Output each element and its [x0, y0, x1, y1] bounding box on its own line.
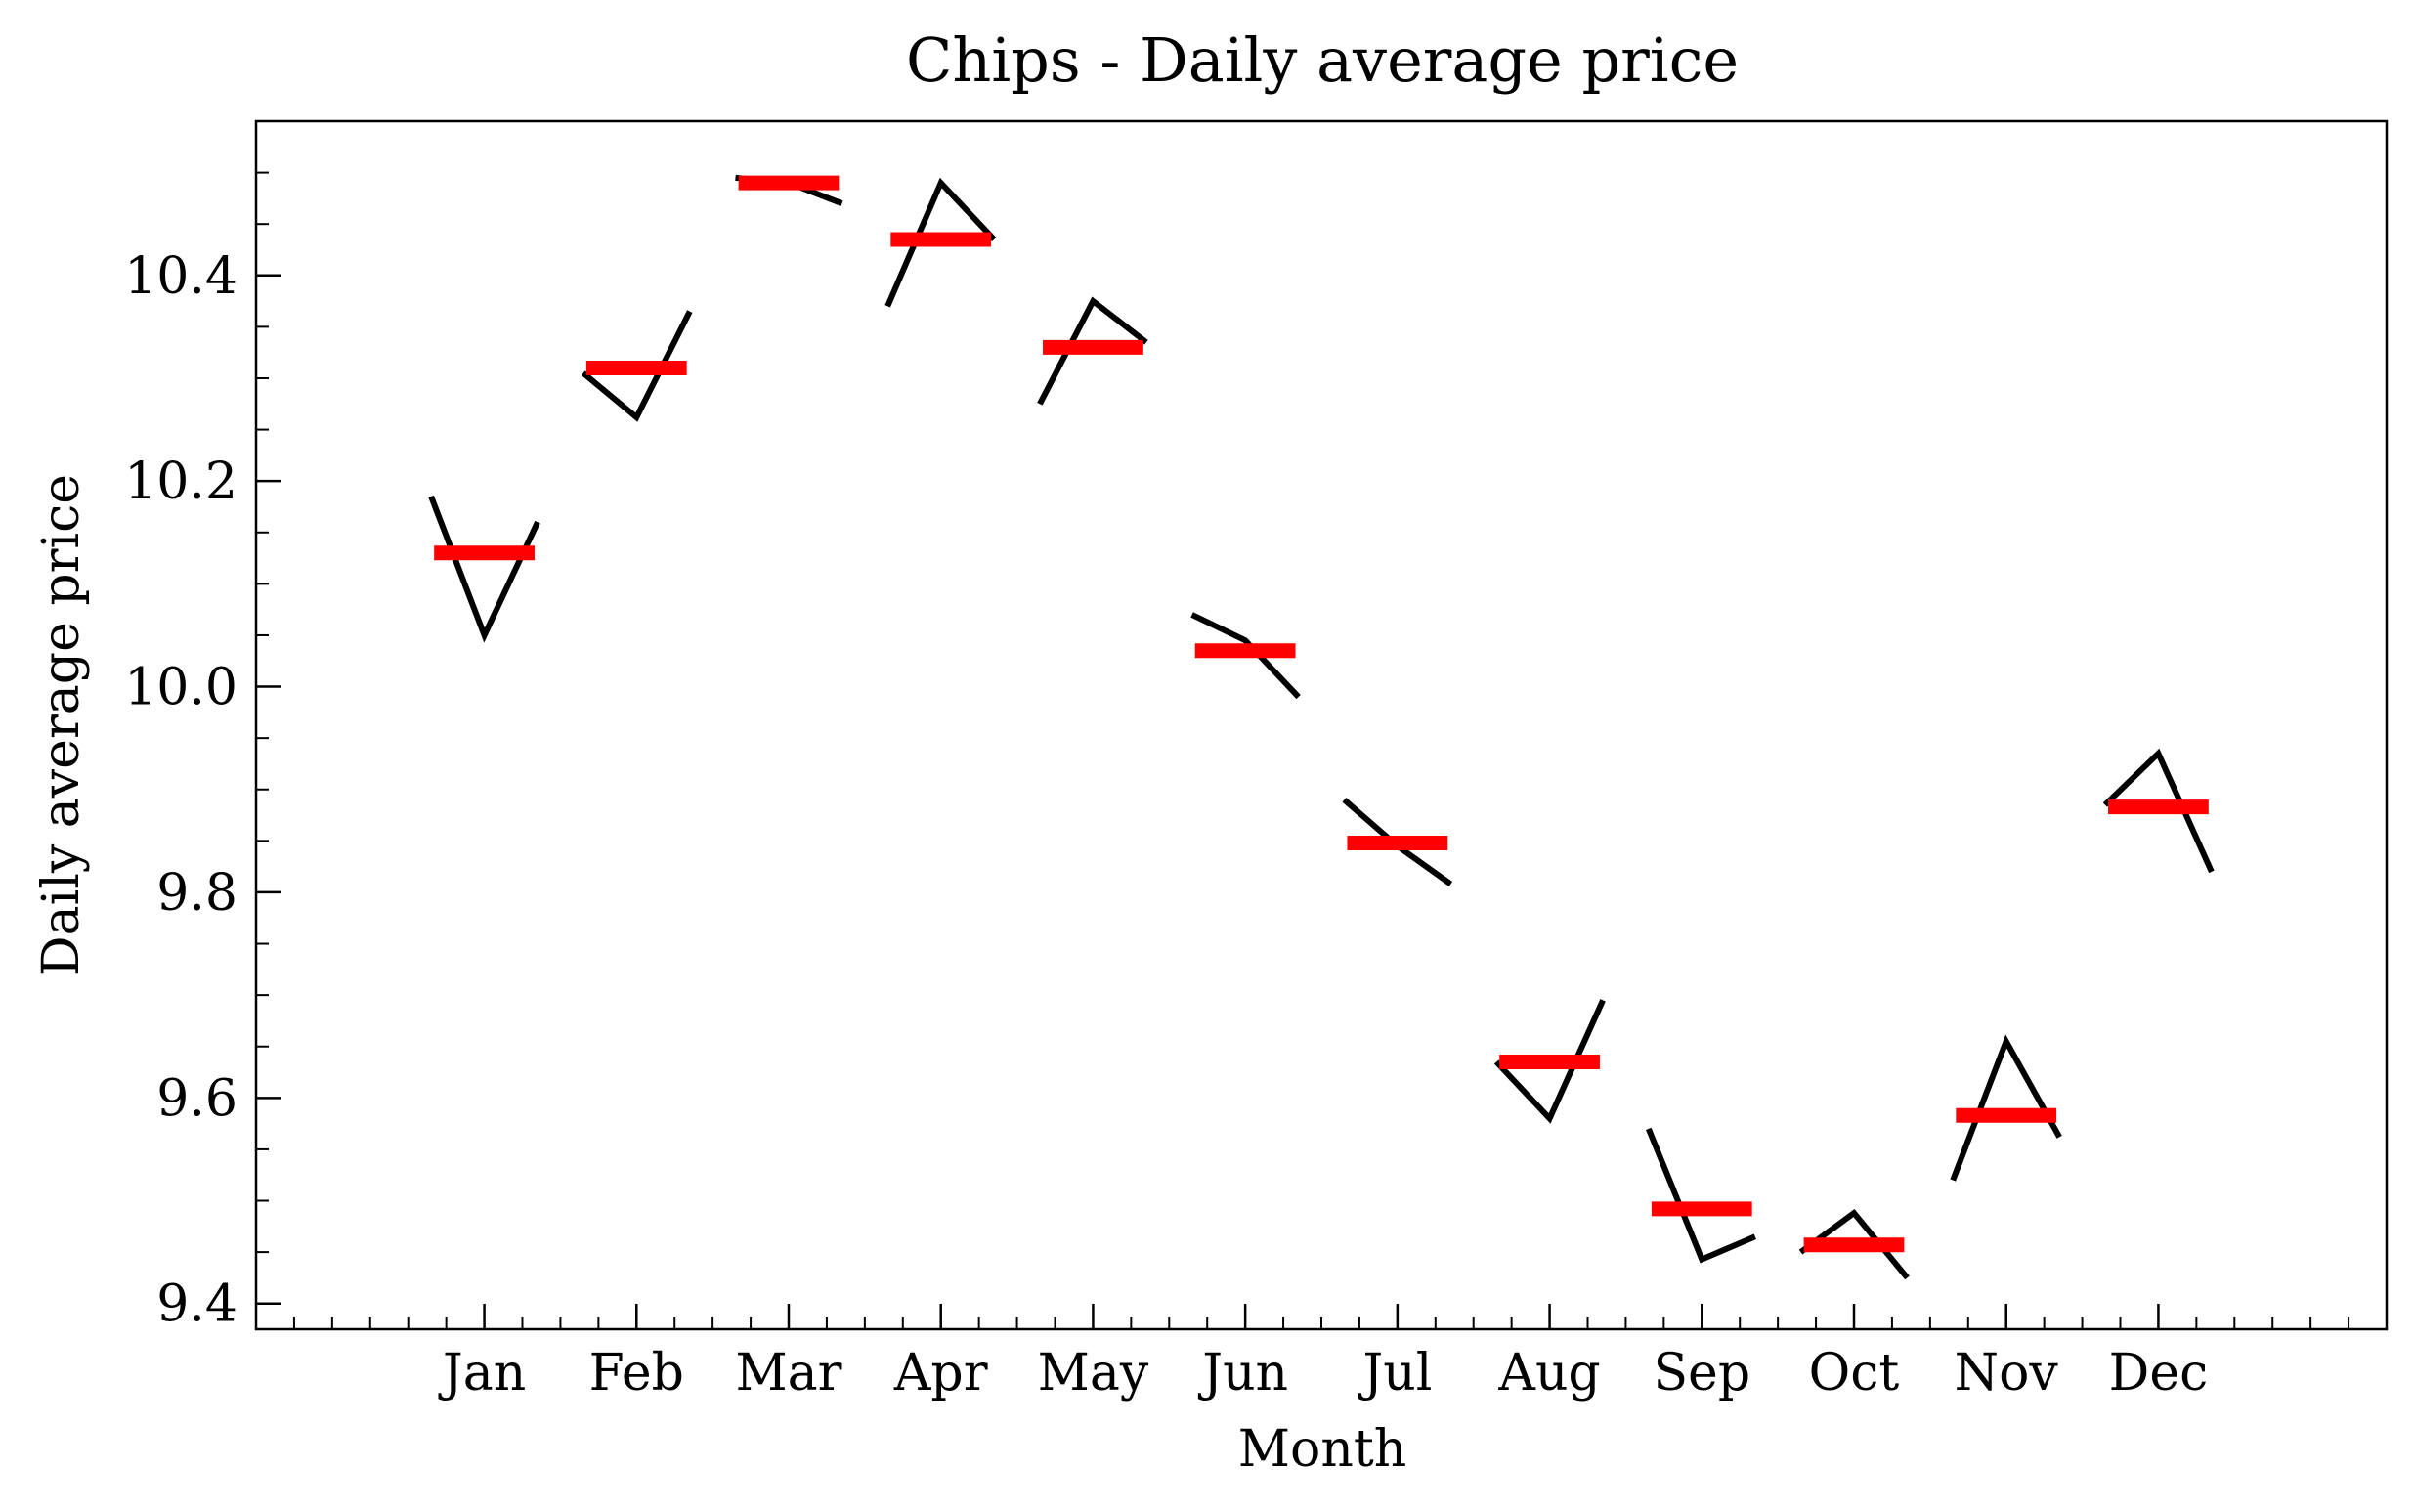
x-tick-label: Jan: [438, 1344, 526, 1403]
daily-segment-feb: [581, 310, 693, 422]
x-tick-label: Jun: [1197, 1344, 1288, 1403]
y-tick-label: 10.2: [124, 453, 237, 511]
plot-frame: [254, 119, 2389, 1331]
axis-ticks: Jan Feb Mar Apr May Jun Jul Aug Sep Oct Nov Dec 9.4 9…: [124, 120, 2388, 1403]
x-tick-label: Sep: [1653, 1344, 1750, 1403]
x-tick-label: Apr: [893, 1344, 988, 1403]
daily-segment-nov: [1950, 1034, 2062, 1182]
daily-segment-jun: [1190, 612, 1301, 700]
y-axis-label: Daily average price: [32, 474, 91, 976]
x-tick-label: Mar: [735, 1344, 841, 1403]
x-tick-label: Dec: [2109, 1344, 2209, 1403]
y-tick-label: 9.4: [156, 1275, 237, 1334]
x-axis-label: Month: [1238, 1420, 1406, 1479]
daily-segment-jan: [428, 495, 540, 643]
x-tick-label: Nov: [1955, 1344, 2059, 1403]
y-tick-label: 10.0: [124, 659, 237, 717]
y-tick-label: 10.4: [124, 247, 237, 306]
y-tick-label: 9.6: [156, 1069, 237, 1128]
daily-segment-aug: [1493, 999, 1606, 1124]
x-tick-label: Oct: [1809, 1344, 1900, 1403]
daily-segment-apr: [884, 177, 997, 308]
x-tick-label: Feb: [589, 1344, 684, 1403]
daily-segment-sep: [1646, 1127, 1756, 1264]
daily-segment-dec: [2102, 748, 2215, 874]
plot-area: [428, 174, 2215, 1280]
y-tick-label: 9.8: [156, 864, 237, 923]
x-tick-label: May: [1038, 1344, 1149, 1403]
x-tick-label: Aug: [1497, 1344, 1600, 1403]
x-tick-label: Jul: [1358, 1344, 1432, 1403]
daily-segment-may: [1037, 296, 1148, 406]
chart-title: Chips - Daily average price: [906, 24, 1739, 96]
